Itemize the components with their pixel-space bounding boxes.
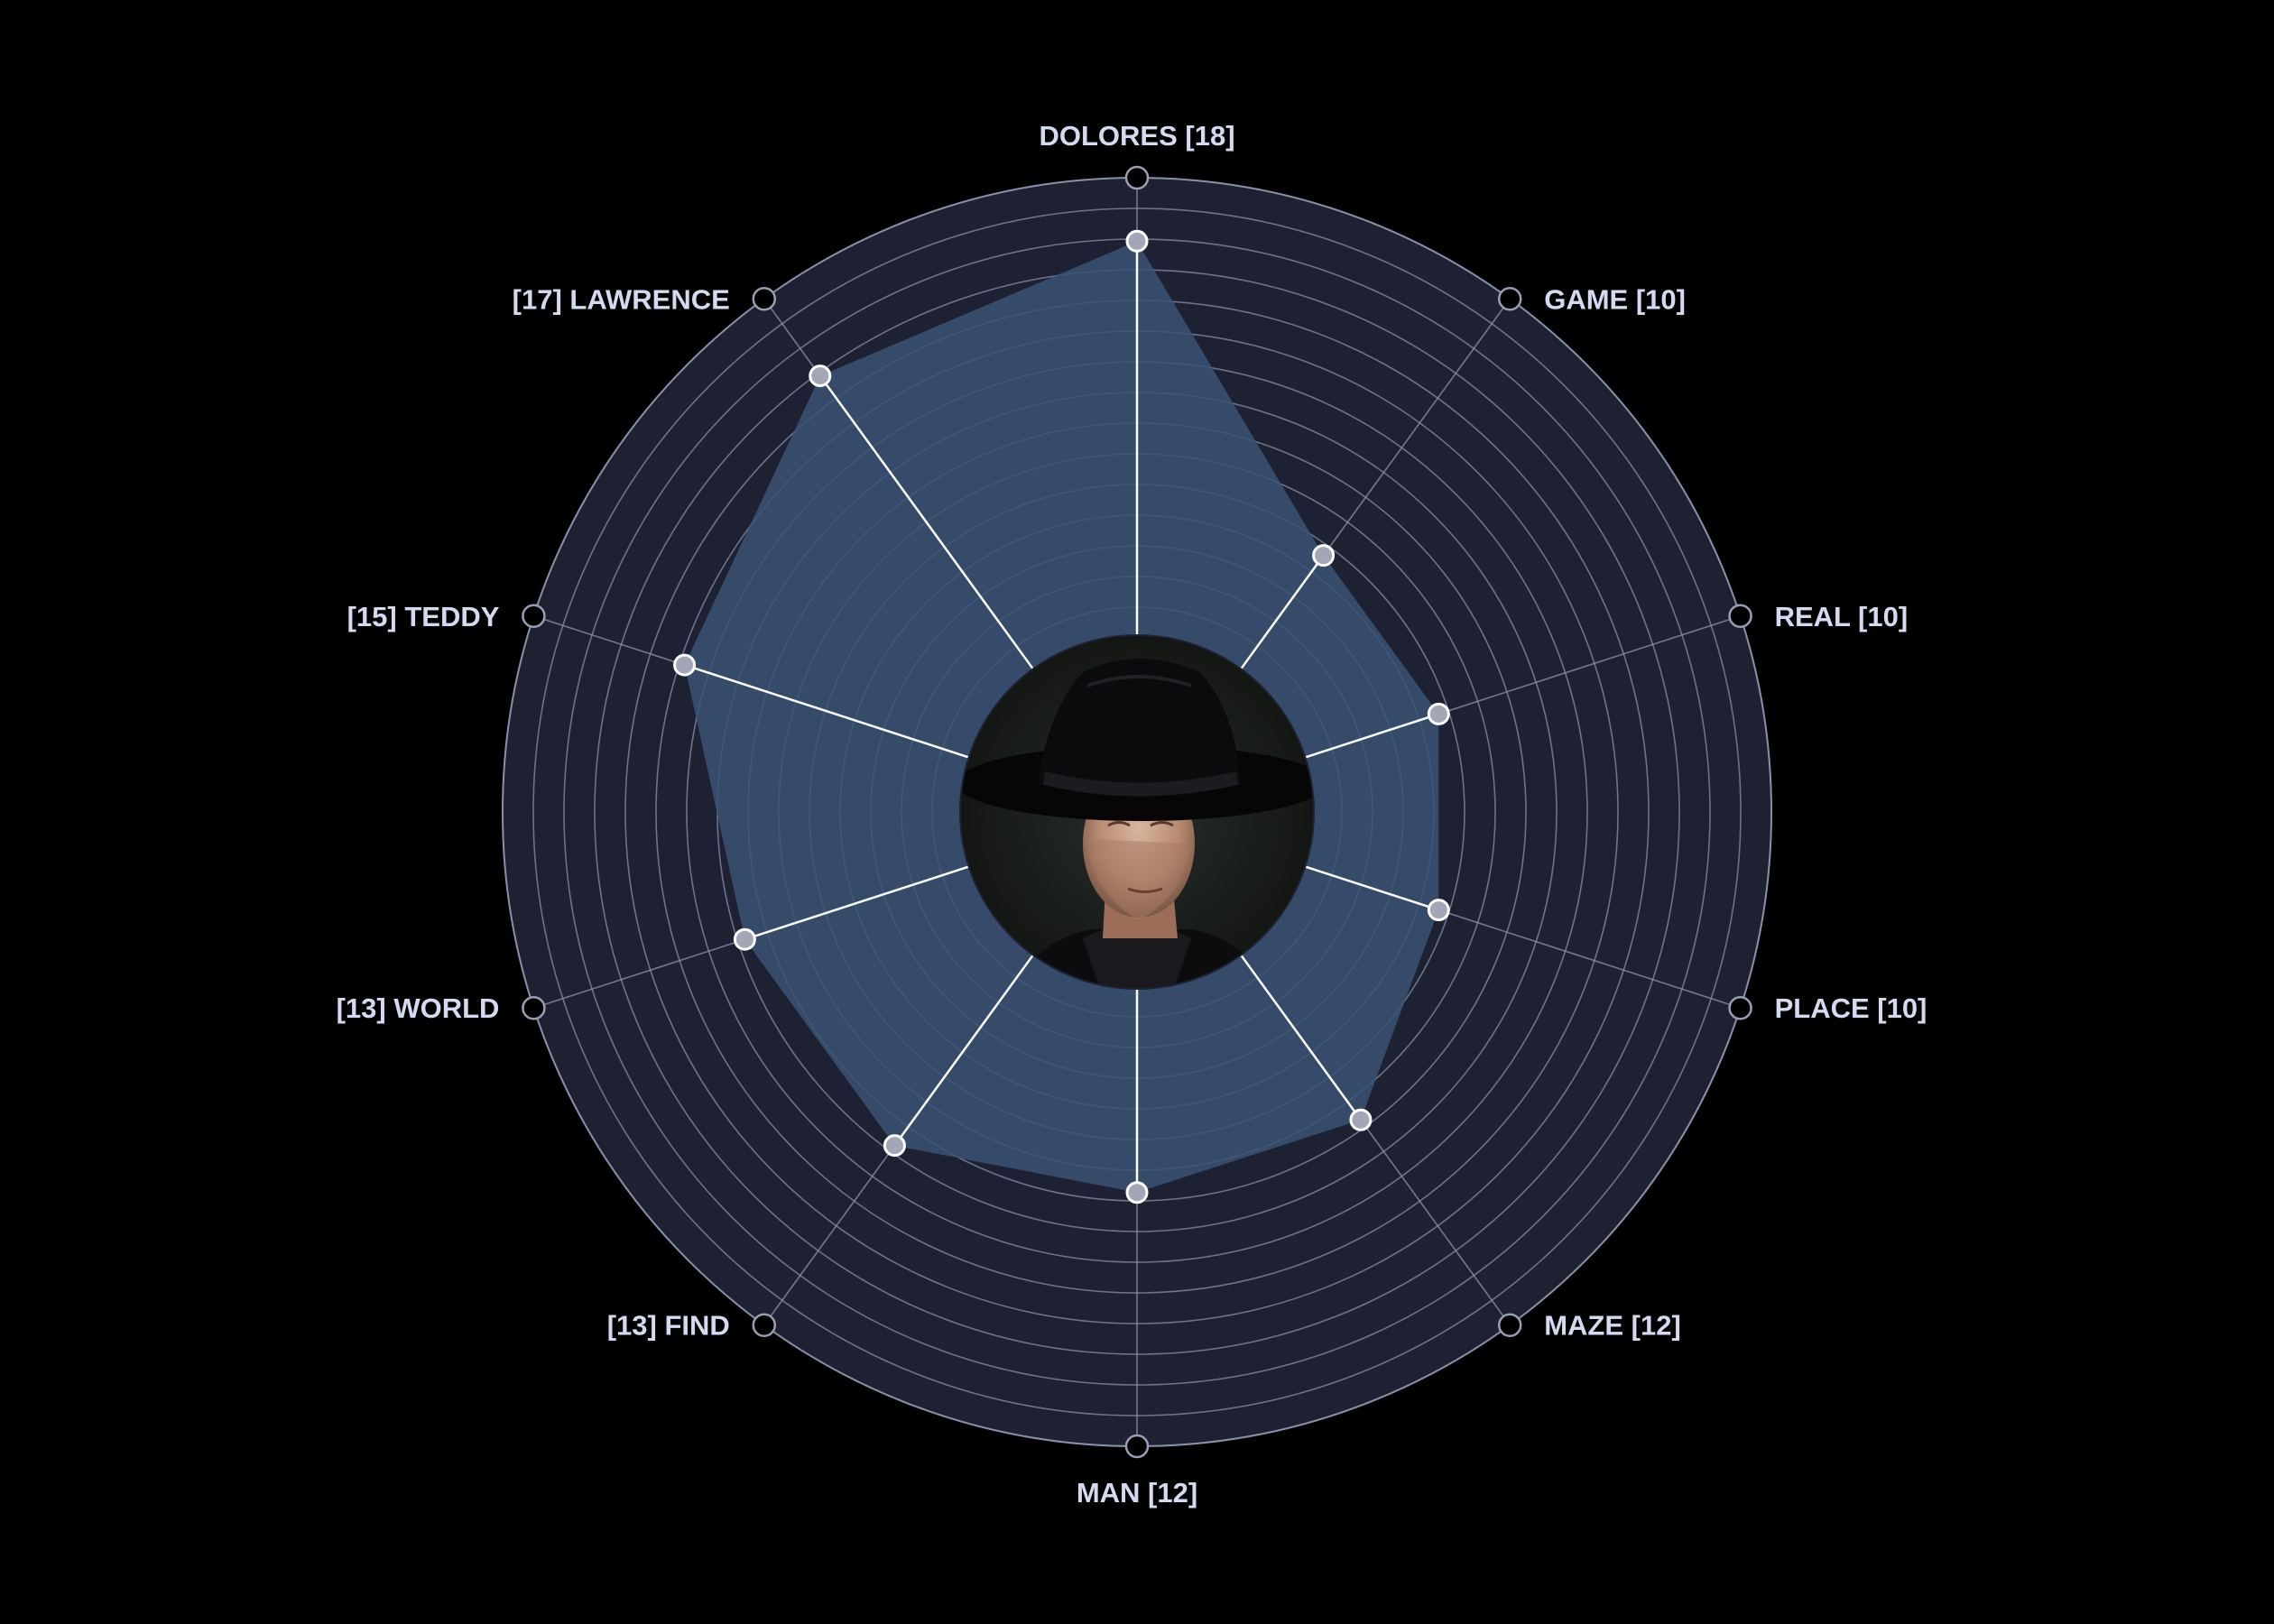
data-point-dolores bbox=[1125, 229, 1149, 253]
data-point-maze bbox=[1349, 1108, 1373, 1131]
data-point-world bbox=[733, 927, 756, 951]
axis-label-man: MAN [12] bbox=[1077, 1477, 1197, 1509]
axis-marker-real bbox=[1728, 604, 1752, 629]
axis-labels: DOLORES [18] GAME [10] REAL [10] PLACE [10]… bbox=[337, 120, 1927, 1509]
axis-marker-teddy bbox=[522, 604, 546, 629]
axis-label-teddy: [15] TEDDY bbox=[347, 601, 500, 632]
value-spoke-world bbox=[744, 865, 969, 941]
value-spoke-teddy bbox=[684, 663, 969, 759]
data-point-man bbox=[1125, 1181, 1149, 1204]
value-spoke-lawrence bbox=[818, 374, 1034, 670]
axis-marker-dolores bbox=[1124, 165, 1150, 190]
axis-marker-game bbox=[1497, 287, 1522, 311]
axis-label-maze: MAZE [12] bbox=[1544, 1310, 1681, 1342]
axis-label-dolores: DOLORES [18] bbox=[1039, 120, 1234, 152]
axis-label-find: [13] FIND bbox=[607, 1310, 730, 1342]
value-points bbox=[673, 229, 1450, 1204]
axis-label-lawrence: [17] LAWRENCE bbox=[513, 283, 730, 315]
value-spokes bbox=[684, 241, 1439, 1193]
axis-label-world: [13] WORLD bbox=[337, 992, 500, 1024]
axis-marker-lawrence bbox=[752, 287, 777, 311]
value-spoke-find bbox=[893, 954, 1034, 1147]
center-portrait bbox=[959, 634, 1315, 990]
axis-label-game: GAME [10] bbox=[1544, 283, 1686, 315]
value-spoke-game bbox=[1240, 554, 1325, 670]
data-point-real bbox=[1427, 702, 1450, 725]
value-spoke-place bbox=[1305, 865, 1439, 911]
axis-marker-place bbox=[1728, 995, 1752, 1020]
data-point-teddy bbox=[673, 653, 697, 677]
data-point-game bbox=[1312, 544, 1336, 567]
axis-label-real: REAL [10] bbox=[1775, 601, 1909, 632]
value-spoke-maze bbox=[1240, 954, 1362, 1121]
axis-marker-find bbox=[752, 1313, 777, 1337]
axis-marker-man bbox=[1124, 1434, 1150, 1459]
axis-label-place: PLACE [10] bbox=[1775, 992, 1927, 1024]
axis-marker-world bbox=[522, 995, 546, 1020]
value-spoke-real bbox=[1305, 713, 1439, 759]
data-point-find bbox=[883, 1134, 906, 1158]
axis-marker-maze bbox=[1497, 1313, 1522, 1337]
data-point-lawrence bbox=[809, 364, 832, 388]
data-point-place bbox=[1427, 899, 1450, 922]
outer-markers bbox=[522, 165, 1752, 1459]
